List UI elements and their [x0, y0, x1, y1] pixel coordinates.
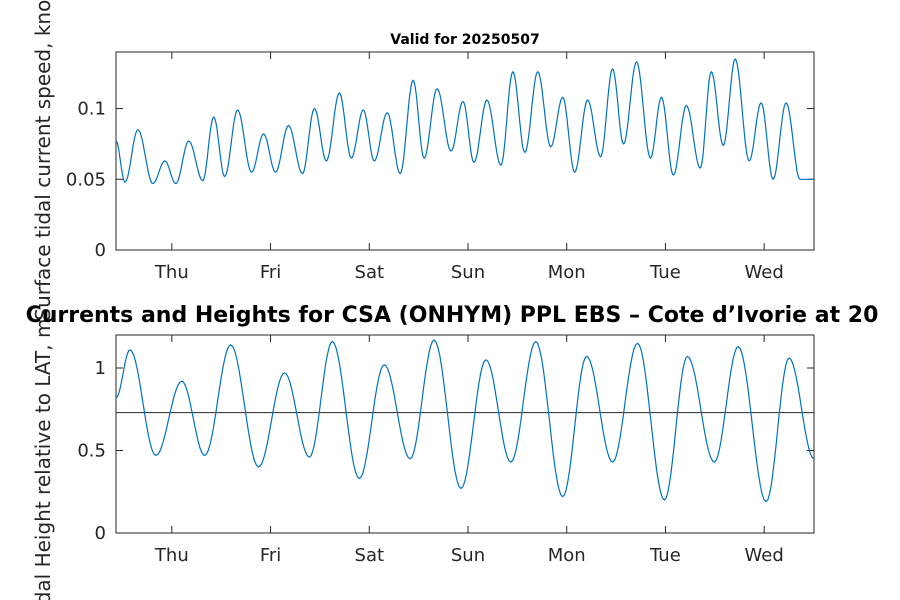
x-tick-label: Fri [260, 545, 281, 566]
y-tick-label: 0.5 [77, 441, 106, 462]
tidal-height-x-ticks: Thu Fri Sat Sun Mon Tue Wed [154, 335, 784, 566]
x-tick-label: Wed [745, 262, 784, 283]
current-speed-axes: 0 0.05 0.1 Thu Fri Sat Sun Mon Tue Wed Valid for… [31, 0, 815, 321]
x-tick-label: Fri [260, 262, 281, 283]
current-speed-x-ticks: Thu Fri Sat Sun Mon Tue Wed [154, 52, 784, 283]
x-tick-label: Sun [451, 545, 485, 566]
tidal-height-series-line [115, 339, 815, 503]
x-tick-label: Tue [649, 262, 681, 283]
current-speed-title: Valid for 20250507 [390, 32, 539, 48]
y-tick-label: 1 [95, 358, 106, 379]
x-tick-label: Tue [649, 545, 681, 566]
main-figure-title: Currents and Heights for CSA (ONHYM) PPL… [26, 303, 879, 328]
x-tick-label: Mon [548, 545, 586, 566]
x-tick-label: Sat [355, 545, 385, 566]
y-tick-label: 0 [95, 240, 106, 261]
tidal-height-axes: 00.51 Thu Fri Sat Sun Mon Tue Wed Tidal Height… [26, 303, 879, 600]
current-speed-plot-area [115, 51, 815, 251]
current-speed-y-ticks: 0 0.05 0.1 [66, 99, 814, 261]
x-tick-label: Thu [154, 545, 189, 566]
current-speed-series-line [115, 58, 814, 185]
x-tick-label: Sat [355, 262, 385, 283]
x-tick-label: Wed [745, 545, 784, 566]
current-speed-y-label: Surface tidal current speed, knots [31, 0, 55, 321]
x-tick-label: Thu [154, 262, 189, 283]
y-tick-label: 0.05 [66, 169, 106, 190]
tidal-height-plot-area [115, 334, 815, 534]
x-tick-label: Mon [548, 262, 586, 283]
y-tick-label: 0.1 [77, 99, 106, 120]
tidal-height-y-label: Tidal Height relative to LAT, m [31, 319, 55, 600]
y-tick-label: 0 [95, 523, 106, 544]
x-tick-label: Sun [451, 262, 485, 283]
tidal-height-y-ticks: 00.51 [77, 358, 814, 544]
